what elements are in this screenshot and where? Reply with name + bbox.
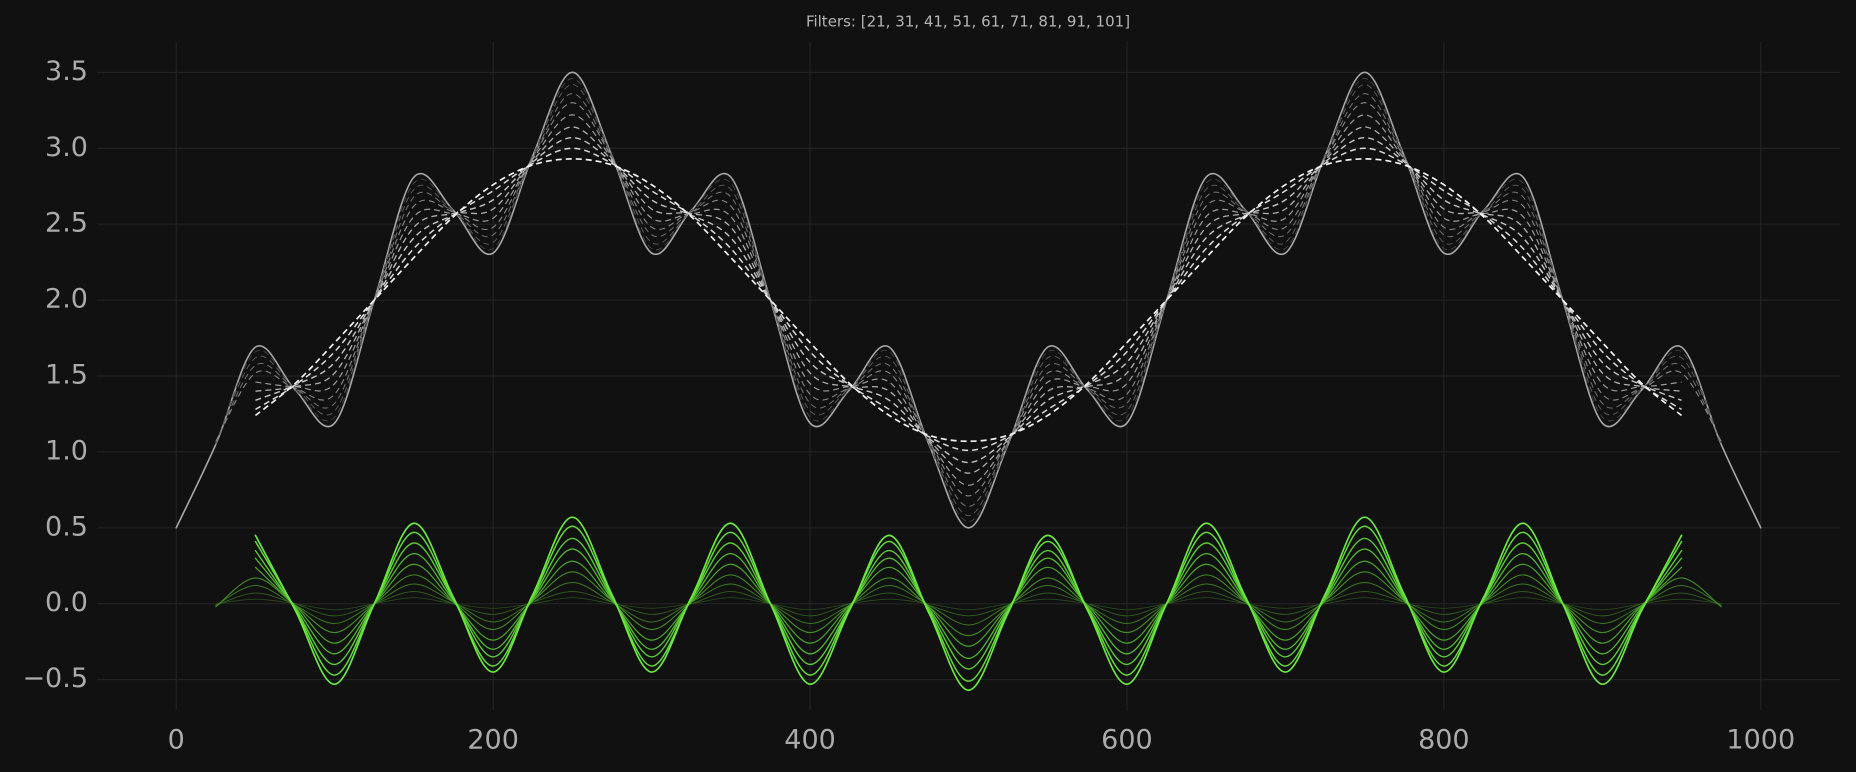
plot-area: [175, 71, 1762, 692]
y-tick-label: 3.0: [45, 132, 88, 163]
y-tick-label: 0.0: [45, 587, 88, 618]
line-series: [254, 516, 1683, 692]
line-series: [175, 71, 1762, 529]
y-tick-label: 0.5: [45, 511, 88, 542]
line-series: [254, 158, 1683, 443]
line-series: [215, 84, 1722, 517]
chart-title: Filters: [21, 31, 41, 51, 61, 71, 81, 91…: [806, 13, 1130, 31]
grid: [97, 42, 1840, 710]
line-series: [215, 581, 1722, 626]
x-tick-label: 1000: [1726, 725, 1795, 756]
x-tick-label: 200: [467, 725, 519, 756]
line-series: [215, 571, 1722, 637]
line-series: [255, 114, 1682, 486]
x-tick-label: 600: [1101, 725, 1153, 756]
line-series: [255, 147, 1682, 452]
line-series: [254, 525, 1683, 682]
line-series: [254, 560, 1683, 647]
line-series: [215, 93, 1722, 508]
y-tick-label: 1.0: [45, 435, 88, 466]
x-tick-label: 800: [1418, 725, 1470, 756]
y-tick-label: 3.5: [45, 56, 88, 87]
line-series: [255, 126, 1682, 474]
x-tick-label: 0: [168, 725, 185, 756]
y-tick-label: −0.5: [22, 663, 88, 694]
y-tick-label: 2.5: [45, 208, 88, 239]
line-series: [215, 102, 1722, 497]
axis-labels: −0.5 0.0 0.5 1.0 1.5 2.0 2.5 3.0 3.5 0 200 400 600 80…: [22, 56, 1795, 756]
y-tick-label: 2.0: [45, 284, 88, 315]
line-series: [215, 597, 1722, 611]
y-tick-label: 1.5: [45, 360, 88, 391]
line-series: [255, 136, 1682, 464]
line-series: [254, 548, 1683, 660]
line-series: [254, 537, 1683, 670]
line-series: [215, 591, 1722, 617]
x-tick-label: 400: [784, 725, 836, 756]
